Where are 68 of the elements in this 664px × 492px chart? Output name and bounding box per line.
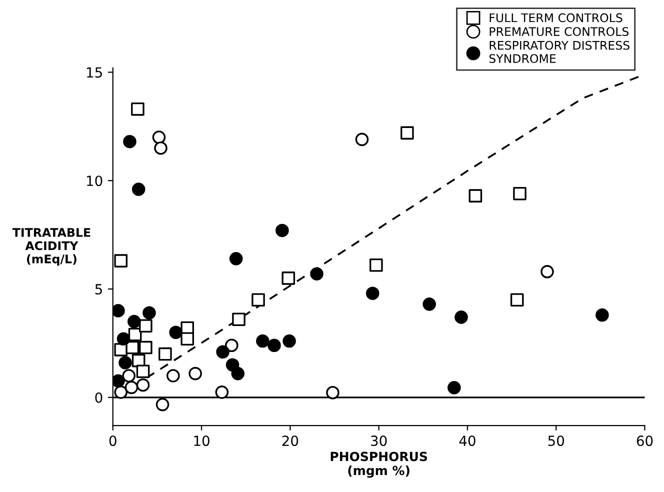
x-axis-title: PHOSPHORUS (mgm %) bbox=[330, 452, 428, 478]
point bbox=[276, 224, 289, 238]
point bbox=[169, 326, 182, 340]
point bbox=[252, 293, 265, 306]
point bbox=[510, 293, 524, 306]
point bbox=[215, 386, 229, 399]
point bbox=[128, 314, 141, 328]
point bbox=[326, 386, 340, 400]
point bbox=[132, 182, 146, 196]
point bbox=[139, 340, 152, 354]
point bbox=[136, 378, 150, 392]
point bbox=[136, 364, 150, 378]
point bbox=[310, 267, 324, 280]
point bbox=[232, 312, 246, 326]
point bbox=[166, 369, 180, 382]
point bbox=[268, 338, 281, 352]
point bbox=[370, 258, 383, 272]
point bbox=[123, 134, 136, 148]
legend-label: PREMATURE CONTROLS bbox=[490, 27, 629, 36]
point bbox=[154, 141, 168, 155]
point bbox=[355, 132, 369, 146]
point bbox=[448, 381, 461, 394]
point bbox=[156, 398, 170, 412]
point bbox=[131, 102, 144, 116]
point bbox=[282, 272, 296, 285]
point bbox=[158, 347, 172, 361]
point bbox=[216, 345, 230, 359]
point bbox=[596, 308, 609, 322]
point bbox=[225, 338, 238, 352]
point bbox=[366, 286, 380, 300]
y-tick-label: 5 bbox=[95, 284, 102, 294]
point bbox=[229, 252, 243, 266]
legend-label: RESPIRATORY DISTRESS SYNDROME bbox=[489, 40, 630, 64]
x-tick-label: 0 bbox=[109, 436, 116, 446]
point bbox=[282, 334, 296, 348]
y-tick-label: 15 bbox=[87, 67, 102, 78]
point bbox=[468, 189, 482, 202]
x-tick-label: 30 bbox=[371, 436, 387, 446]
y-tick-label: 10 bbox=[87, 176, 102, 186]
point bbox=[116, 332, 130, 346]
point bbox=[256, 334, 270, 348]
x-tick-label: 60 bbox=[636, 436, 653, 446]
point bbox=[124, 380, 138, 394]
point bbox=[112, 304, 125, 318]
legend-label: FULL TERM CONTROLS bbox=[490, 13, 622, 22]
point bbox=[188, 366, 202, 380]
x-tick-label: 40 bbox=[459, 436, 476, 446]
point bbox=[231, 366, 245, 380]
point bbox=[114, 386, 128, 399]
point bbox=[139, 319, 152, 333]
point bbox=[422, 298, 436, 311]
point bbox=[126, 340, 140, 354]
y-tick-label: 0 bbox=[95, 392, 102, 403]
y-axis-title: TITRATABLE ACIDITY (mEq/L) bbox=[12, 228, 90, 266]
x-tick-label: 50 bbox=[548, 436, 564, 446]
x-tick-label: 20 bbox=[282, 436, 298, 446]
point bbox=[112, 374, 125, 388]
point bbox=[114, 254, 128, 268]
point bbox=[142, 306, 156, 320]
point bbox=[400, 126, 414, 140]
point bbox=[122, 369, 136, 382]
point bbox=[454, 310, 468, 324]
point bbox=[180, 332, 194, 346]
point bbox=[152, 130, 166, 144]
point bbox=[513, 186, 526, 200]
x-tick-label: 10 bbox=[194, 436, 210, 446]
point bbox=[118, 356, 132, 370]
point bbox=[540, 265, 554, 278]
